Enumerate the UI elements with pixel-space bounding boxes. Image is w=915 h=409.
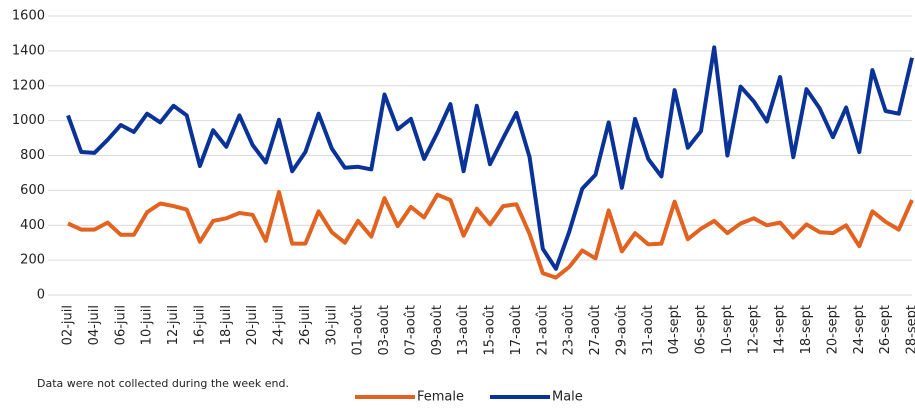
x-tick-label: 26-sept: [878, 305, 893, 354]
y-tick-label: 600: [20, 183, 45, 198]
x-tick-label: 14-sept: [773, 305, 788, 354]
x-tick-label: 10-sept: [720, 305, 735, 354]
x-tick-label: 04-juil: [87, 305, 102, 345]
x-tick-label: 31-août: [641, 305, 656, 356]
x-tick-label: 18-sept: [799, 305, 814, 354]
x-tick-label: 12-sept: [746, 305, 761, 354]
x-tick-label: 30-juil: [324, 305, 339, 345]
x-tick-label: 07-août: [403, 305, 418, 356]
x-tick-label: 04-sept: [667, 305, 682, 354]
x-tick-label: 02-juil: [61, 305, 76, 345]
x-tick-label: 15-août: [483, 305, 498, 356]
x-tick-label: 16-juil: [192, 305, 207, 345]
x-tick-label: 20-sept: [825, 305, 840, 354]
x-tick-label: 24-juil: [272, 305, 287, 345]
x-tick-label: 29-août: [614, 305, 629, 356]
x-tick-label: 01-août: [351, 305, 366, 356]
x-tick-label: 09-août: [430, 305, 445, 356]
x-tick-label: 18-juil: [219, 305, 234, 345]
legend-label: Male: [552, 390, 583, 405]
x-tick-label: 03-août: [377, 305, 392, 356]
y-tick-label: 800: [20, 148, 45, 163]
y-tick-label: 1400: [12, 43, 45, 58]
data-line: [67, 190, 914, 280]
y-tick-label: 400: [20, 218, 45, 233]
y-tick-label: 1200: [12, 78, 45, 93]
x-tick-label: 17-août: [509, 305, 524, 356]
x-tick-label: 26-juil: [298, 305, 313, 345]
data-line: [66, 45, 914, 271]
x-tick-label: 23-août: [562, 305, 577, 356]
x-tick-label: 12-juil: [166, 305, 181, 345]
y-tick-label: 1600: [12, 9, 45, 24]
x-tick-label: 06-juil: [113, 305, 128, 345]
x-tick-label: 28-sept: [905, 305, 915, 354]
x-tick-label: 27-août: [588, 305, 603, 356]
legend-label: Female: [417, 390, 464, 405]
x-tick-label: 24-sept: [852, 305, 867, 354]
x-tick-label: 10-juil: [140, 305, 155, 345]
x-tick-label: 20-juil: [245, 305, 260, 345]
x-tick-label: 06-sept: [694, 305, 709, 354]
y-tick-label: 1000: [12, 113, 45, 128]
x-tick-label: 13-août: [456, 305, 471, 356]
x-tick-label: 21-août: [535, 305, 550, 356]
footnote: Data were not collected during the week …: [37, 377, 289, 390]
y-tick-label: 0: [37, 288, 45, 303]
y-tick-label: 200: [20, 253, 45, 268]
